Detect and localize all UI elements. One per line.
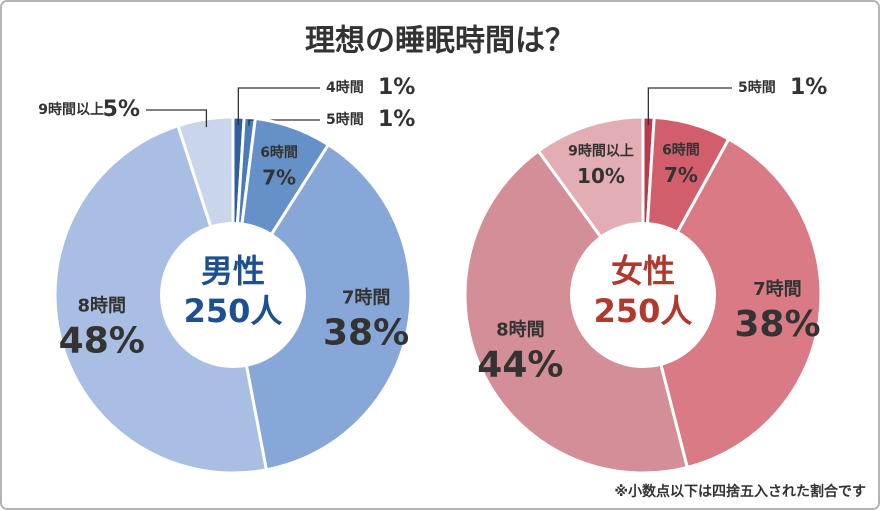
leader-line	[647, 87, 732, 126]
slice-category-label: 5時間	[738, 79, 776, 96]
slice-category-label: 7時間	[753, 279, 802, 300]
center-title: 男性	[201, 252, 265, 290]
center-hole	[160, 222, 306, 368]
slice-value-label: 10%	[577, 164, 625, 188]
slice-category-label: 7時間	[342, 287, 391, 308]
slice-value-label: 38%	[323, 312, 409, 353]
slice-category-label: 9時間以上	[568, 143, 634, 160]
center-title: 女性	[611, 252, 675, 290]
slice-value-label: 1%	[790, 75, 827, 100]
pie-slice	[641, 136, 823, 470]
slice-value-label: 1%	[378, 75, 415, 100]
center-hole	[570, 222, 716, 368]
leader-line	[146, 109, 208, 128]
slice-value-label: 5%	[103, 97, 140, 122]
slice-value-label: 44%	[477, 345, 563, 386]
footnote: ※小数点以下は四捨五入された割合です	[614, 483, 866, 500]
center-subtitle: 250人	[594, 292, 693, 330]
slice-value-label: 7%	[664, 163, 698, 187]
slice-category-label: 6時間	[260, 144, 298, 161]
slice-value-label: 7%	[262, 166, 296, 190]
slice-category-label: 9時間以上	[38, 101, 104, 118]
slice-category-label: 4時間	[326, 79, 364, 96]
slice-category-label: 8時間	[77, 296, 126, 317]
slice-value-label: 1%	[378, 107, 415, 132]
leader-line	[248, 119, 320, 126]
leader-line	[237, 87, 320, 126]
slice-category-label: 6時間	[662, 141, 700, 158]
slice-category-label: 8時間	[496, 320, 545, 341]
pie-slice	[231, 142, 413, 472]
chart-title: 理想の睡眠時間は？	[305, 24, 575, 59]
slice-value-label: 48%	[59, 321, 145, 362]
center-subtitle: 250人	[184, 292, 283, 330]
slice-value-label: 38%	[734, 304, 820, 345]
slice-category-label: 5時間	[326, 111, 364, 128]
